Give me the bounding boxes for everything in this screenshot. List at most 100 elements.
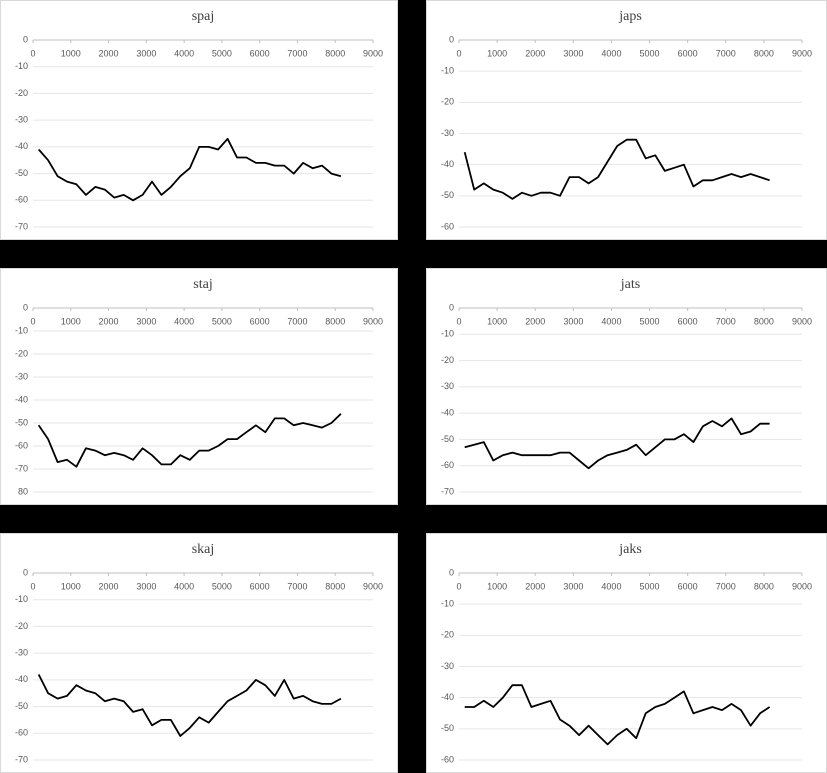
x-tick-label: 1000 <box>487 316 507 326</box>
x-tick-label: 8000 <box>754 316 774 326</box>
x-tick-label: 6000 <box>250 48 270 58</box>
y-tick-label: -50 <box>15 701 28 711</box>
x-tick-label: 6000 <box>678 48 698 58</box>
y-tick-label: 0 <box>23 34 28 44</box>
y-tick-label: 0 <box>23 302 28 312</box>
y-tick-label: -20 <box>441 355 454 365</box>
x-tick-label: 2000 <box>99 581 119 591</box>
x-tick-label: 8000 <box>754 581 774 591</box>
x-tick-label: 4000 <box>174 316 194 326</box>
x-tick-label: 3000 <box>563 48 583 58</box>
y-tick-label: -50 <box>15 417 28 427</box>
chart-title: staj <box>193 277 212 292</box>
y-tick-label: -60 <box>441 754 454 764</box>
y-tick-label: -40 <box>441 692 454 702</box>
x-tick-label: 1000 <box>61 316 81 326</box>
y-tick-label: -30 <box>441 381 454 391</box>
x-tick-label: 4000 <box>174 48 194 58</box>
x-tick-label: 5000 <box>640 316 660 326</box>
panel-border <box>426 0 827 240</box>
x-tick-label: 8000 <box>325 48 345 58</box>
y-tick-label: -60 <box>15 440 28 450</box>
x-tick-label: 4000 <box>601 581 621 591</box>
x-tick-label: 9000 <box>363 581 383 591</box>
y-tick-label: -70 <box>15 463 28 473</box>
x-tick-label: 9000 <box>792 48 812 58</box>
x-tick-label: 6000 <box>678 581 698 591</box>
y-tick-label: -20 <box>15 88 28 98</box>
x-tick-label: 3000 <box>563 581 583 591</box>
x-tick-label: 0 <box>30 316 35 326</box>
x-tick-label: 3000 <box>563 316 583 326</box>
y-tick-label: 0 <box>449 567 454 577</box>
y-tick-label: -30 <box>15 115 28 125</box>
chart-title: skaj <box>192 542 215 557</box>
y-tick-label: -30 <box>15 648 28 658</box>
y-tick-label: -40 <box>15 141 28 151</box>
y-tick-label: 80 <box>18 486 28 496</box>
y-tick-label: -30 <box>441 128 454 138</box>
x-tick-label: 6000 <box>250 316 270 326</box>
x-tick-label: 8000 <box>754 48 774 58</box>
y-tick-label: -60 <box>15 195 28 205</box>
x-tick-label: 6000 <box>678 316 698 326</box>
x-tick-label: 5000 <box>640 48 660 58</box>
y-tick-label: -20 <box>441 97 454 107</box>
data-line <box>463 138 770 200</box>
y-tick-label: -10 <box>15 61 28 71</box>
chart-title: japs <box>618 9 642 24</box>
panel-border <box>426 533 827 773</box>
data-line <box>464 684 771 746</box>
x-tick-label: 2000 <box>525 581 545 591</box>
x-tick-label: 4000 <box>174 581 194 591</box>
x-tick-label: 7000 <box>287 48 307 58</box>
panel-border <box>0 0 398 240</box>
y-tick-label: -20 <box>441 630 454 640</box>
x-tick-label: 7000 <box>716 48 736 58</box>
y-tick-label: -60 <box>15 728 28 738</box>
x-tick-label: 5000 <box>212 316 232 326</box>
y-tick-label: -20 <box>15 348 28 358</box>
x-tick-label: 1000 <box>61 48 81 58</box>
data-line <box>464 417 770 470</box>
x-tick-label: 5000 <box>212 581 232 591</box>
x-tick-label: 1000 <box>487 581 507 591</box>
x-tick-label: 1000 <box>487 48 507 58</box>
y-tick-label: -10 <box>441 599 454 609</box>
x-tick-label: 0 <box>456 581 461 591</box>
y-tick-label: -70 <box>15 754 28 764</box>
x-tick-label: 2000 <box>99 316 119 326</box>
data-line <box>37 674 342 737</box>
y-tick-label: -60 <box>441 221 454 231</box>
x-tick-label: 0 <box>30 48 35 58</box>
x-tick-label: 0 <box>456 48 461 58</box>
x-tick-label: 3000 <box>136 316 156 326</box>
y-tick-label: -10 <box>441 329 454 339</box>
x-tick-label: 8000 <box>325 316 345 326</box>
y-tick-label: -30 <box>441 661 454 671</box>
data-line <box>38 137 342 202</box>
y-tick-label: -50 <box>15 168 28 178</box>
y-tick-label: -50 <box>441 434 454 444</box>
x-tick-label: 2000 <box>525 48 545 58</box>
x-tick-label: 1000 <box>61 581 81 591</box>
y-tick-label: 0 <box>449 34 454 44</box>
x-tick-label: 5000 <box>212 48 232 58</box>
chart-title: jats <box>620 277 640 292</box>
x-tick-label: 7000 <box>287 581 307 591</box>
y-tick-label: 0 <box>23 567 28 577</box>
y-tick-label: -70 <box>441 486 454 496</box>
y-tick-label: -40 <box>15 674 28 684</box>
chart-title: spaj <box>192 9 215 24</box>
x-tick-label: 9000 <box>792 316 812 326</box>
y-tick-label: -40 <box>441 408 454 418</box>
x-tick-label: 4000 <box>601 48 621 58</box>
x-tick-label: 7000 <box>287 316 307 326</box>
